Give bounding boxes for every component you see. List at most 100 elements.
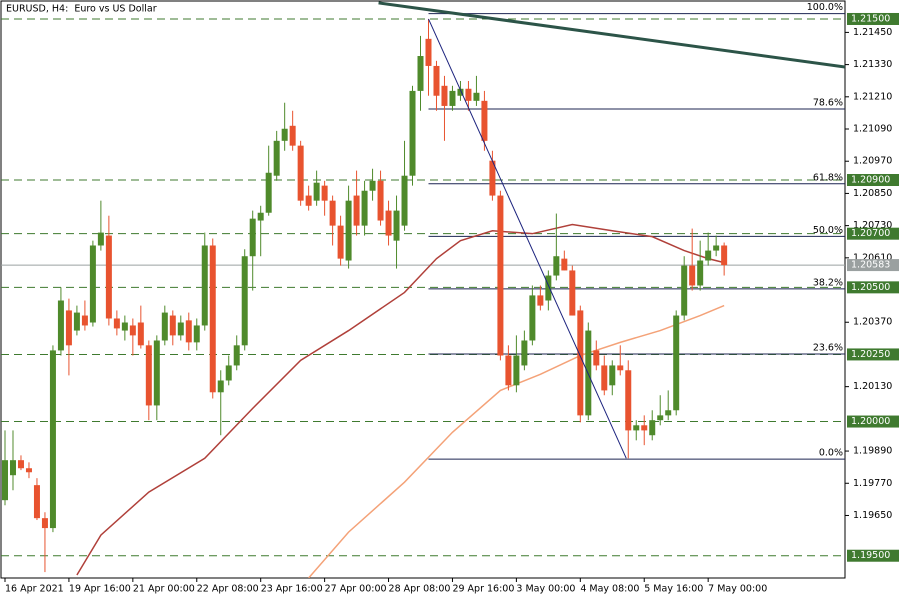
candle-body [193,325,200,343]
candle-body [169,315,176,336]
price-level-label: 1.20500 [851,282,890,293]
price-level-label: 1.20250 [851,349,890,360]
candle-body [697,260,704,286]
price-level-label: 1.20000 [851,416,890,427]
candle-body [273,140,280,176]
fib-level-label: 0.0% [819,448,843,459]
candle-body [41,518,48,529]
candle-body [489,160,496,196]
trendline [378,1,845,69]
price-level-box [847,227,899,240]
candle-body [153,340,160,406]
candle-body [441,85,448,106]
candle-body [505,355,512,386]
candle-body [297,145,304,201]
candle-body [241,256,248,346]
x-tick-label: 29 Apr 16:00 [452,584,514,595]
fib-level-label: 50.0% [813,225,843,236]
candle-body [89,245,96,323]
candle-body [321,185,328,201]
candle-body [217,380,224,393]
price-level-label: 1.20700 [851,228,890,239]
candle-body [161,312,168,341]
candle-body [361,190,368,226]
candle-body [257,212,264,221]
candle-body [1,460,8,501]
candle-body [465,88,472,101]
candle-body [137,322,144,346]
candle-body [577,310,584,416]
y-tick-label: 1.21090 [853,124,892,135]
candle-body [457,88,464,96]
y-tick-label: 1.21210 [853,91,892,102]
candle-body [481,100,488,141]
y-tick-label: 1.20730 [853,220,892,231]
x-tick-label: 28 Apr 08:00 [389,584,451,595]
y-tick-label: 1.21450 [853,27,892,38]
candle-body [401,175,408,226]
candle-body [657,415,664,421]
candle-body [545,275,552,301]
price-level-label: 1.21500 [851,13,890,24]
candle-body [249,218,256,257]
candle-body [9,460,16,476]
x-tick-label: 19 Apr 16:00 [69,584,131,595]
candle-body [65,310,72,346]
candle-body [705,250,712,261]
candle-body [57,300,64,351]
y-tick-label: 1.21330 [853,59,892,70]
candle-body [49,350,56,529]
y-tick-label: 1.19650 [853,510,892,521]
fib-level-label: 38.2% [813,277,843,288]
y-tick-label: 1.20610 [853,252,892,263]
x-tick-label: 16 Apr 2021 [5,584,64,595]
candle-body [633,425,640,431]
candle-body [385,210,392,236]
candle-body [233,345,240,366]
candle-body [17,460,24,469]
candle-body [473,92,480,101]
candle-body [345,200,352,261]
candle-body [145,345,152,406]
candle-body [537,295,544,306]
chart-title: EURUSD, H4: Euro vs US Dollar [6,4,157,15]
candle-body [377,180,384,221]
candle-body [553,256,560,276]
y-tick-label: 1.19770 [853,478,892,489]
candle-body [329,200,336,226]
y-tick-label: 1.20130 [853,381,892,392]
current-price-box [847,259,899,272]
y-tick-label: 1.20970 [853,156,892,167]
current-price-label: 1.20583 [851,260,890,271]
candle-body [721,245,728,266]
candle-body [33,485,40,519]
x-tick-label: 27 Apr 00:00 [325,584,387,595]
candle-body [641,425,648,431]
plot-area [1,1,845,578]
candle-body [337,225,344,259]
candle-body [105,235,112,319]
x-tick-label: 21 Apr 00:00 [133,584,195,595]
candle-body [281,128,288,141]
candle-body [129,325,136,336]
candle-body [185,320,192,343]
candle-body [425,38,432,66]
candle-body [521,340,528,366]
price-level-box [847,348,899,361]
fib-level-label: 23.6% [813,342,843,353]
candle-body [609,365,616,386]
candle-body [649,420,656,436]
candle-body [713,245,720,251]
x-tick-label: 5 May 16:00 [644,584,703,595]
candle-body [73,312,80,331]
candle-body [353,195,360,226]
candle-body [665,410,672,416]
candle-body [673,315,680,411]
price-level-box [847,549,899,562]
candle-body [689,265,696,286]
candle-body [625,370,632,431]
x-tick-label: 22 Apr 08:00 [197,584,259,595]
candle-body [177,322,184,336]
candle-body [617,365,624,371]
